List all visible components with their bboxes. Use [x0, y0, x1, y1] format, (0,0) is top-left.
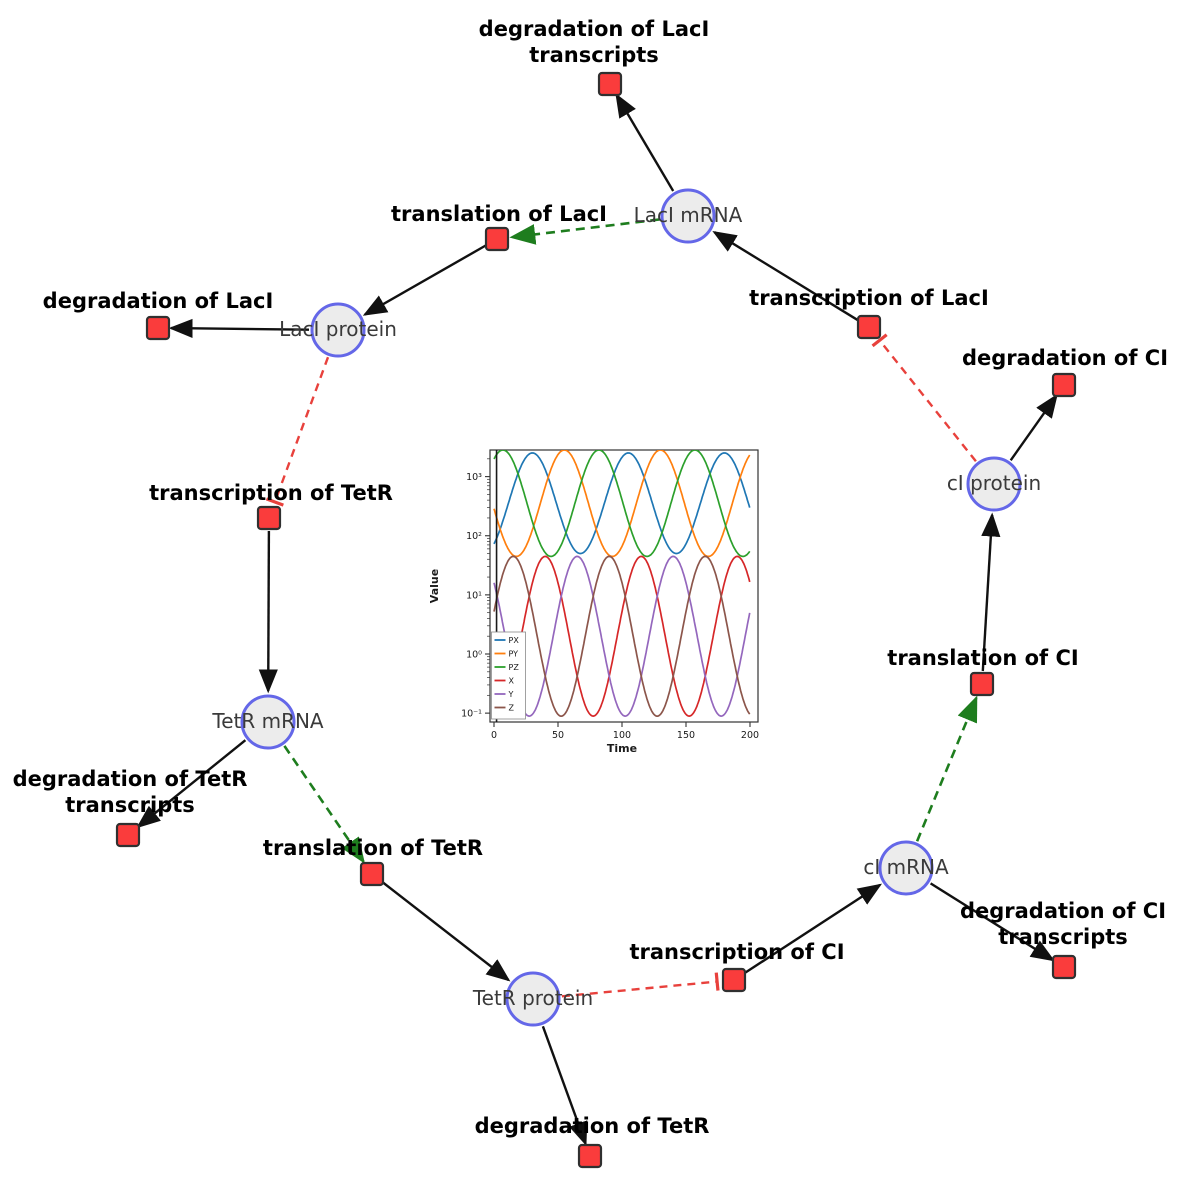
reaction-label-txn_tetr: transcription of TetR [149, 481, 393, 505]
edge-consumption-laci_mrna-to-deg_laci_tx [615, 93, 675, 192]
reaction-label-deg_laci: degradation of LacI [43, 289, 274, 313]
species-node-ci_mrna[interactable] [878, 840, 934, 896]
reaction-node-txn_tetr[interactable] [256, 505, 282, 531]
species-label-tetr_mrna: TetR mRNA [211, 709, 324, 733]
reaction-label-txn_laci: transcription of LacI [749, 286, 989, 310]
reaction-node-deg_ci_tx[interactable] [1051, 954, 1077, 980]
edge-inhibition-ci_protein-to-txn_laci [871, 333, 977, 463]
species-node-ci_protein[interactable] [966, 456, 1022, 512]
legend-entry-PX: PX [509, 636, 520, 645]
edge-production-transl_laci-to-laci_protein [362, 244, 487, 316]
edge-production-transl_tetr-to-tetr_protein [381, 881, 511, 982]
reaction-label-deg_ci: degradation of CI [962, 346, 1168, 370]
reaction-label-deg_tetr: degradation of TetR [475, 1114, 710, 1138]
species-node-tetr_mrna[interactable] [240, 694, 296, 750]
y-tick-label: 10¹ [466, 590, 482, 601]
chart-legend [491, 631, 526, 720]
reaction-label-deg_ci_tx: degradation of CI transcripts [960, 899, 1166, 949]
species-label-ci_mrna: cI mRNA [863, 855, 949, 879]
edge-consumption-laci_protein-to-deg_laci [168, 318, 310, 338]
legend-entry-X: X [509, 677, 515, 686]
species-node-laci_mrna[interactable] [660, 188, 716, 244]
reaction-node-transl_laci[interactable] [484, 226, 510, 252]
edges-layer [136, 93, 1058, 1147]
species-node-laci_protein[interactable] [310, 302, 366, 358]
edge-consumption-ci_protein-to-deg_ci [1009, 393, 1058, 461]
edge-production-transl_ci-to-ci_protein [981, 512, 1001, 672]
x-axis-label: Time [607, 742, 637, 755]
reaction-label-deg_laci_tx: degradation of LacI transcripts [479, 17, 710, 67]
labels-layer: degradation of LacI transcripts translatio… [13, 17, 1168, 1138]
x-tick-label: 100 [613, 730, 631, 741]
plot-frame [489, 449, 759, 723]
edge-inhibition-tetr_protein-to-txn_ci [561, 972, 720, 998]
y-axis-label: Value [428, 569, 441, 603]
series-line-Z [493, 555, 751, 717]
reaction-node-txn_laci[interactable] [856, 314, 882, 340]
y-tick-label: 10² [466, 531, 482, 542]
edge-consumption-ci_mrna-to-deg_ci_tx [929, 882, 1056, 962]
y-tick-label: 10⁰ [466, 650, 482, 661]
series-line-PZ [493, 450, 751, 558]
edge-production-txn_laci-to-laci_mrna [712, 230, 859, 322]
species-label-laci_mrna: LacI mRNA [634, 203, 743, 227]
x-tick-label: 50 [552, 730, 564, 741]
reaction-node-txn_ci[interactable] [721, 967, 747, 993]
x-tick-label: 150 [677, 730, 695, 741]
reaction-node-deg_tetr[interactable] [577, 1143, 603, 1169]
edge-production-txn_tetr-to-tetr_mrna [258, 530, 278, 694]
legend-entry-PY: PY [509, 650, 519, 659]
x-tick-label: 200 [741, 730, 759, 741]
reaction-node-deg_ci[interactable] [1051, 372, 1077, 398]
edge-modifier-laci_mrna-to-transl_laci [509, 218, 660, 245]
reaction-node-deg_laci_tx[interactable] [597, 71, 623, 97]
edge-consumption-tetr_mrna-to-deg_tetr_tx [136, 739, 247, 829]
edge-inhibition-laci_protein-to-txn_tetr [265, 356, 330, 507]
reaction-label-transl_ci: translation of CI [887, 646, 1078, 670]
nodes-layer [115, 71, 1077, 1169]
reaction-label-txn_ci: transcription of CI [629, 940, 844, 964]
embedded-timeseries-chart: 10⁻¹ 10⁰ 10¹ 10² 10³ 0 50 100 150 200 Value Time PX P… [428, 449, 759, 755]
reaction-label-deg_tetr_tx: degradation of TetR transcripts [13, 767, 248, 817]
edge-consumption-tetr_protein-to-deg_tetr [541, 1025, 588, 1147]
reaction-node-transl_ci[interactable] [969, 671, 995, 697]
legend-entry-PZ: PZ [509, 663, 520, 672]
legend-entry-Z: Z [509, 704, 515, 713]
reaction-label-transl_tetr: translation of TetR [263, 836, 483, 860]
y-tick-label: 10³ [466, 472, 482, 483]
legend-entry-Y: Y [508, 690, 514, 699]
species-label-ci_protein: cI protein [947, 471, 1041, 495]
series-line-Y [493, 555, 751, 717]
species-label-tetr_protein: TetR protein [472, 986, 593, 1010]
reaction-node-deg_laci[interactable] [145, 315, 171, 341]
x-tick-label: 0 [491, 730, 497, 741]
edge-production-txn_ci-to-ci_mrna [744, 883, 883, 974]
reaction-node-transl_tetr[interactable] [359, 861, 385, 887]
reaction-label-transl_laci: translation of LacI [391, 202, 607, 226]
edge-modifier-ci_mrna-to-transl_ci [915, 695, 978, 842]
series-line-X [493, 555, 751, 717]
reaction-node-deg_tetr_tx[interactable] [115, 822, 141, 848]
species-label-laci_protein: LacI protein [279, 317, 397, 341]
edge-modifier-tetr_mrna-to-transl_tetr [283, 745, 365, 864]
species-node-tetr_protein[interactable] [505, 971, 561, 1027]
y-tick-label: 10⁻¹ [461, 709, 482, 720]
series-line-PX [493, 452, 751, 555]
